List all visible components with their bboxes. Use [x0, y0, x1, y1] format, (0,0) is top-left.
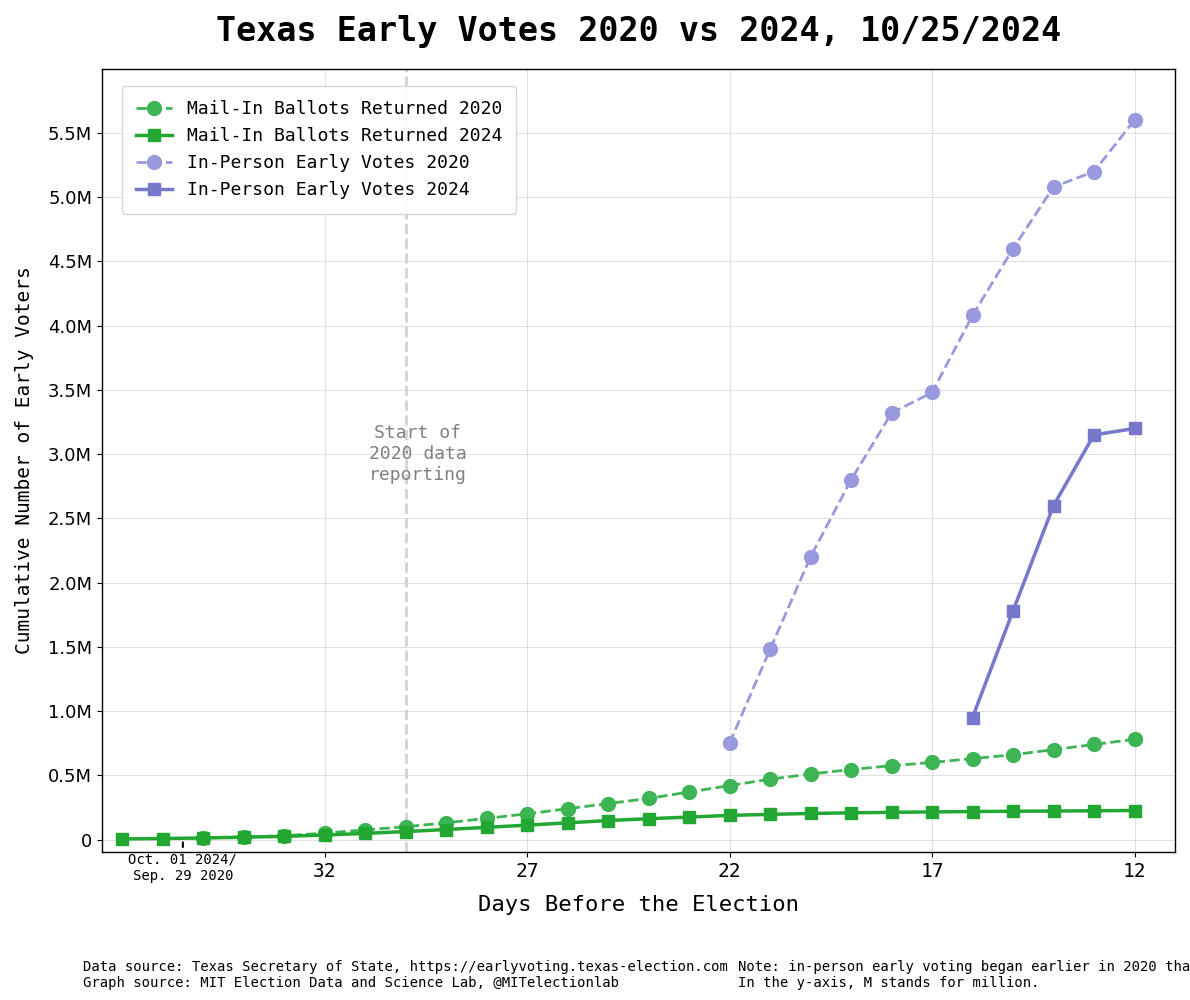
Mail-In Ballots Returned 2024 — [358, 827, 372, 839]
Mail-In Ballots Returned 2020 — [520, 808, 534, 820]
Mail-In Ballots Returned 2020 — [763, 773, 777, 785]
Line: In-Person Early Votes 2024: In-Person Early Votes 2024 — [967, 423, 1140, 723]
Mail-In Ballots Returned 2020 — [884, 760, 898, 772]
In-Person Early Votes 2020 — [925, 386, 939, 398]
Text: Note: in-person early voting began earlier in 2020 than in 2024.
In the y-axis, : Note: in-person early voting began earli… — [738, 960, 1190, 990]
In-Person Early Votes 2020 — [1086, 166, 1101, 178]
Mail-In Ballots Returned 2024 — [1086, 805, 1101, 817]
Line: In-Person Early Votes 2020: In-Person Early Votes 2020 — [722, 113, 1141, 750]
Mail-In Ballots Returned 2024 — [399, 826, 413, 838]
Mail-In Ballots Returned 2024 — [115, 833, 130, 845]
Mail-In Ballots Returned 2020 — [641, 792, 656, 804]
Mail-In Ballots Returned 2020 — [803, 768, 818, 780]
Mail-In Ballots Returned 2024 — [277, 830, 292, 842]
Mail-In Ballots Returned 2020 — [1006, 749, 1020, 761]
Mail-In Ballots Returned 2024 — [439, 824, 453, 836]
Mail-In Ballots Returned 2024 — [722, 809, 737, 821]
Mail-In Ballots Returned 2024 — [682, 811, 696, 823]
Mail-In Ballots Returned 2020 — [358, 824, 372, 836]
Mail-In Ballots Returned 2024 — [884, 806, 898, 818]
Mail-In Ballots Returned 2020 — [1127, 733, 1141, 745]
Mail-In Ballots Returned 2020 — [965, 753, 979, 765]
Mail-In Ballots Returned 2024 — [1006, 805, 1020, 817]
Title: Texas Early Votes 2020 vs 2024, 10/25/2024: Texas Early Votes 2020 vs 2024, 10/25/20… — [215, 15, 1061, 48]
Mail-In Ballots Returned 2020 — [277, 830, 292, 842]
Mail-In Ballots Returned 2024 — [763, 808, 777, 820]
Line: Mail-In Ballots Returned 2020: Mail-In Ballots Returned 2020 — [196, 732, 1141, 845]
Mail-In Ballots Returned 2024 — [601, 815, 615, 827]
Mail-In Ballots Returned 2024 — [1127, 805, 1141, 817]
Mail-In Ballots Returned 2020 — [844, 764, 858, 776]
Mail-In Ballots Returned 2020 — [1086, 738, 1101, 750]
Mail-In Ballots Returned 2020 — [722, 780, 737, 792]
In-Person Early Votes 2024 — [965, 712, 979, 724]
Mail-In Ballots Returned 2020 — [601, 798, 615, 810]
Mail-In Ballots Returned 2024 — [925, 806, 939, 818]
Mail-In Ballots Returned 2024 — [156, 833, 170, 845]
In-Person Early Votes 2024 — [1127, 422, 1141, 434]
Mail-In Ballots Returned 2024 — [641, 813, 656, 825]
Mail-In Ballots Returned 2024 — [237, 831, 251, 843]
Mail-In Ballots Returned 2020 — [925, 756, 939, 768]
Mail-In Ballots Returned 2020 — [196, 832, 211, 844]
X-axis label: Days Before the Election: Days Before the Election — [478, 895, 798, 915]
Mail-In Ballots Returned 2024 — [560, 817, 575, 829]
Mail-In Ballots Returned 2024 — [520, 819, 534, 831]
Mail-In Ballots Returned 2020 — [682, 786, 696, 798]
Line: Mail-In Ballots Returned 2024: Mail-In Ballots Returned 2024 — [117, 805, 1140, 844]
In-Person Early Votes 2020 — [1046, 181, 1060, 193]
Text: Oct. 01 2024/
Sep. 29 2020: Oct. 01 2024/ Sep. 29 2020 — [129, 852, 237, 883]
Mail-In Ballots Returned 2020 — [399, 821, 413, 833]
Legend: Mail-In Ballots Returned 2020, Mail-In Ballots Returned 2024, In-Person Early Vo: Mail-In Ballots Returned 2020, Mail-In B… — [121, 86, 516, 214]
In-Person Early Votes 2020 — [965, 309, 979, 321]
Y-axis label: Cumulative Number of Early Voters: Cumulative Number of Early Voters — [15, 267, 35, 654]
In-Person Early Votes 2020 — [1006, 243, 1020, 255]
Mail-In Ballots Returned 2020 — [480, 812, 494, 824]
Mail-In Ballots Returned 2024 — [480, 821, 494, 833]
Text: Start of
2020 data
reporting: Start of 2020 data reporting — [369, 424, 466, 484]
Mail-In Ballots Returned 2024 — [803, 807, 818, 819]
In-Person Early Votes 2024 — [1086, 429, 1101, 441]
Mail-In Ballots Returned 2024 — [318, 829, 332, 841]
In-Person Early Votes 2024 — [1006, 605, 1020, 617]
Mail-In Ballots Returned 2024 — [844, 807, 858, 819]
Mail-In Ballots Returned 2020 — [1046, 744, 1060, 756]
Mail-In Ballots Returned 2024 — [196, 832, 211, 844]
Mail-In Ballots Returned 2024 — [965, 806, 979, 818]
In-Person Early Votes 2020 — [1127, 114, 1141, 126]
Mail-In Ballots Returned 2020 — [560, 803, 575, 815]
Mail-In Ballots Returned 2024 — [1046, 805, 1060, 817]
In-Person Early Votes 2020 — [722, 737, 737, 749]
Mail-In Ballots Returned 2020 — [439, 817, 453, 829]
Mail-In Ballots Returned 2020 — [318, 827, 332, 839]
In-Person Early Votes 2020 — [884, 407, 898, 419]
Mail-In Ballots Returned 2020 — [237, 831, 251, 843]
In-Person Early Votes 2024 — [1046, 500, 1060, 512]
In-Person Early Votes 2020 — [844, 474, 858, 486]
Text: Data source: Texas Secretary of State, https://earlyvoting.texas-election.com
Gr: Data source: Texas Secretary of State, h… — [83, 960, 728, 990]
In-Person Early Votes 2020 — [803, 551, 818, 563]
In-Person Early Votes 2020 — [763, 643, 777, 655]
